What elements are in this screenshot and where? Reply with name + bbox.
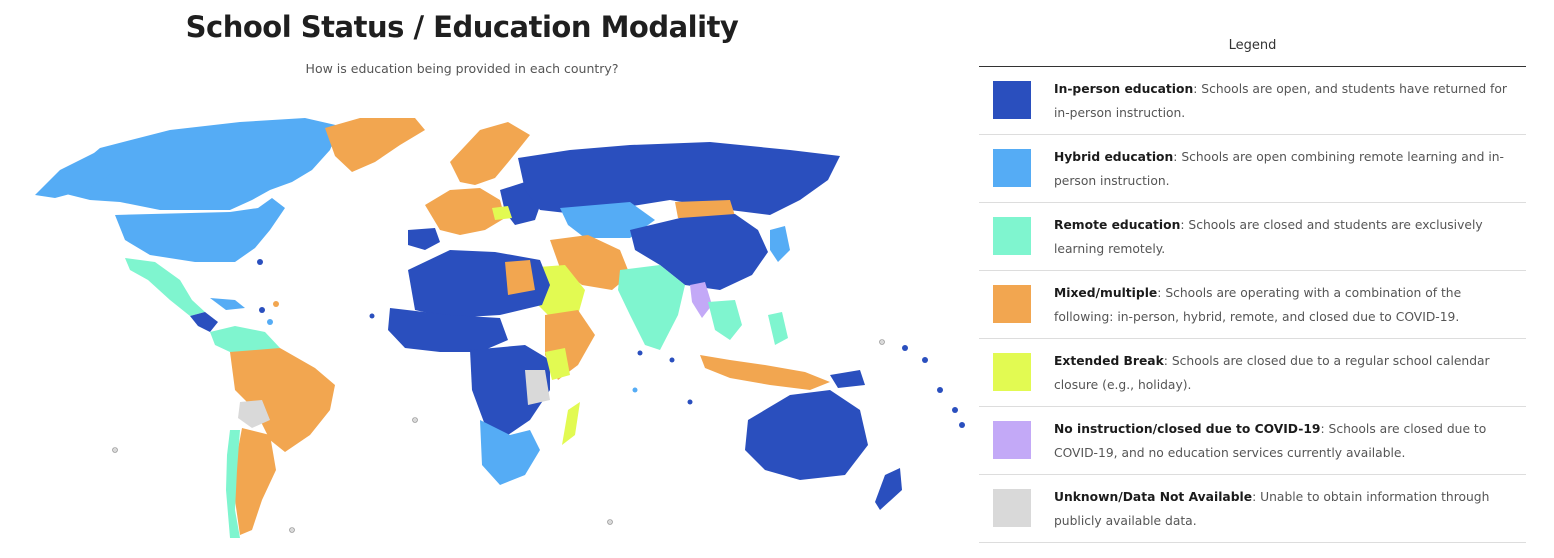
- region-southern-cone[interactable]: [235, 428, 276, 535]
- region-canada[interactable]: [50, 118, 340, 210]
- legend-item-mixed: Mixed/multiple: Schools are operating wi…: [979, 271, 1526, 339]
- region-scandinavia[interactable]: [450, 122, 530, 185]
- legend-swatch: [993, 489, 1031, 527]
- region-usa[interactable]: [115, 198, 285, 262]
- legend-label: Extended Break: [1054, 354, 1164, 368]
- region-philippines[interactable]: [768, 312, 788, 345]
- legend-description: : Schools are closed and students are ex…: [1054, 218, 1483, 256]
- region-australia[interactable]: [745, 390, 868, 480]
- region-egypt[interactable]: [505, 260, 535, 295]
- legend-description: : Unable to obtain information through p…: [1054, 490, 1490, 528]
- region-korea-japan[interactable]: [770, 226, 790, 262]
- region-brazil[interactable]: [230, 348, 335, 452]
- region-kazakhstan[interactable]: [560, 202, 655, 238]
- region-indonesia[interactable]: [700, 355, 830, 390]
- legend-swatch: [993, 421, 1031, 459]
- legend-item-no-instruction: No instruction/closed due to COVID-19: S…: [979, 407, 1526, 475]
- region-mexico[interactable]: [125, 258, 205, 316]
- legend-swatch: [993, 149, 1031, 187]
- page-title: School Status / Education Modality: [185, 10, 739, 44]
- region-chile[interactable]: [226, 430, 240, 538]
- region-colombia-venezuela[interactable]: [210, 326, 280, 354]
- region-greenland[interactable]: [325, 118, 425, 172]
- region-alaska[interactable]: [35, 150, 110, 198]
- legend-item-hybrid: Hybrid education: Schools are open combi…: [979, 135, 1526, 203]
- legend-label: Remote education: [1054, 218, 1181, 232]
- legend-item-in-person: In-person education: Schools are open, a…: [979, 67, 1526, 135]
- legend-item-unknown: Unknown/Data Not Available: Unable to ob…: [979, 475, 1526, 543]
- region-china[interactable]: [630, 214, 768, 290]
- legend-swatch: [993, 353, 1031, 391]
- legend-swatch: [993, 81, 1031, 119]
- legend-title: Legend: [979, 30, 1526, 67]
- region-central-africa[interactable]: [470, 345, 550, 435]
- legend-label: Hybrid education: [1054, 150, 1174, 164]
- region-southeast-asia[interactable]: [708, 300, 742, 340]
- region-bolivia[interactable]: [238, 400, 270, 428]
- island-markers: [112, 259, 965, 533]
- world-map: [35, 118, 965, 538]
- region-iberia[interactable]: [408, 228, 440, 250]
- region-madagascar[interactable]: [562, 402, 580, 445]
- region-southern-africa[interactable]: [480, 420, 540, 485]
- region-new-zealand[interactable]: [875, 468, 902, 510]
- region-central-america[interactable]: [190, 312, 218, 332]
- legend-swatch: [993, 285, 1031, 323]
- legend-item-extended-break: Extended Break: Schools are closed due t…: [979, 339, 1526, 407]
- legend: Legend In-person education: Schools are …: [979, 30, 1526, 543]
- region-horn-of-africa[interactable]: [545, 348, 570, 380]
- region-india[interactable]: [618, 265, 685, 350]
- region-west-africa[interactable]: [388, 308, 508, 352]
- page-subtitle: How is education being provided in each …: [305, 61, 619, 76]
- legend-label: No instruction/closed due to COVID-19: [1054, 422, 1321, 436]
- legend-description: : Schools are closed due to COVID-19, an…: [1054, 422, 1487, 460]
- legend-item-remote: Remote education: Schools are closed and…: [979, 203, 1526, 271]
- region-western-europe[interactable]: [425, 188, 505, 235]
- legend-label: Mixed/multiple: [1054, 286, 1158, 300]
- region-myanmar[interactable]: [690, 282, 712, 318]
- region-middle-east[interactable]: [550, 235, 630, 290]
- legend-swatch: [993, 217, 1031, 255]
- legend-description: : Schools are open, and students have re…: [1054, 82, 1507, 120]
- legend-label: Unknown/Data Not Available: [1054, 490, 1253, 504]
- legend-label: In-person education: [1054, 82, 1194, 96]
- legend-description: : Schools are open combining remote lear…: [1054, 150, 1504, 188]
- region-zambia-mozambique[interactable]: [525, 370, 550, 405]
- region-png[interactable]: [830, 370, 865, 388]
- legend-description: : Schools are operating with a combinati…: [1054, 286, 1462, 324]
- region-caribbean[interactable]: [210, 298, 245, 310]
- region-russia[interactable]: [518, 142, 840, 215]
- legend-description: : Schools are closed due to a regular sc…: [1054, 354, 1490, 392]
- region-ukraine[interactable]: [492, 206, 512, 220]
